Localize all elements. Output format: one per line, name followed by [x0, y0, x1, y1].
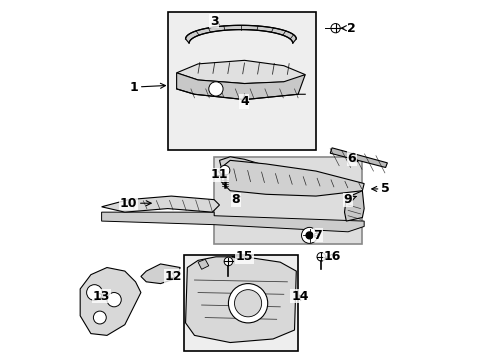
- Text: 3: 3: [209, 14, 219, 27]
- Polygon shape: [185, 257, 296, 342]
- Text: 8: 8: [231, 193, 240, 206]
- Circle shape: [234, 290, 261, 317]
- Text: 9: 9: [343, 193, 355, 206]
- Circle shape: [224, 257, 232, 266]
- Text: 12: 12: [164, 270, 182, 283]
- Polygon shape: [80, 267, 141, 336]
- Circle shape: [220, 165, 229, 175]
- Circle shape: [330, 23, 340, 33]
- Circle shape: [86, 285, 102, 300]
- Bar: [183, 255, 298, 351]
- Text: 15: 15: [232, 250, 253, 263]
- Polygon shape: [185, 25, 296, 43]
- Polygon shape: [176, 60, 305, 84]
- Circle shape: [228, 284, 267, 323]
- Polygon shape: [219, 157, 265, 167]
- Polygon shape: [344, 191, 364, 221]
- Polygon shape: [141, 264, 180, 284]
- Text: 2: 2: [341, 22, 355, 35]
- Text: 14: 14: [290, 289, 308, 303]
- Circle shape: [301, 228, 317, 243]
- Circle shape: [316, 252, 325, 261]
- Text: 11: 11: [210, 168, 228, 181]
- Text: 7: 7: [311, 229, 322, 242]
- Text: 5: 5: [371, 183, 389, 195]
- Polygon shape: [198, 259, 208, 269]
- Polygon shape: [102, 196, 219, 212]
- Polygon shape: [329, 148, 386, 167]
- Polygon shape: [102, 212, 364, 232]
- Text: 1: 1: [129, 81, 165, 94]
- Circle shape: [93, 311, 106, 324]
- Polygon shape: [221, 160, 364, 196]
- Circle shape: [107, 293, 121, 307]
- Text: 6: 6: [346, 152, 357, 165]
- Polygon shape: [176, 73, 305, 100]
- Bar: [214, 157, 362, 244]
- Circle shape: [208, 82, 223, 96]
- Circle shape: [305, 232, 312, 239]
- Text: 4: 4: [240, 94, 248, 108]
- Text: 10: 10: [120, 197, 151, 210]
- Text: 13: 13: [93, 289, 110, 303]
- Bar: [167, 12, 315, 150]
- Text: 16: 16: [323, 250, 340, 263]
